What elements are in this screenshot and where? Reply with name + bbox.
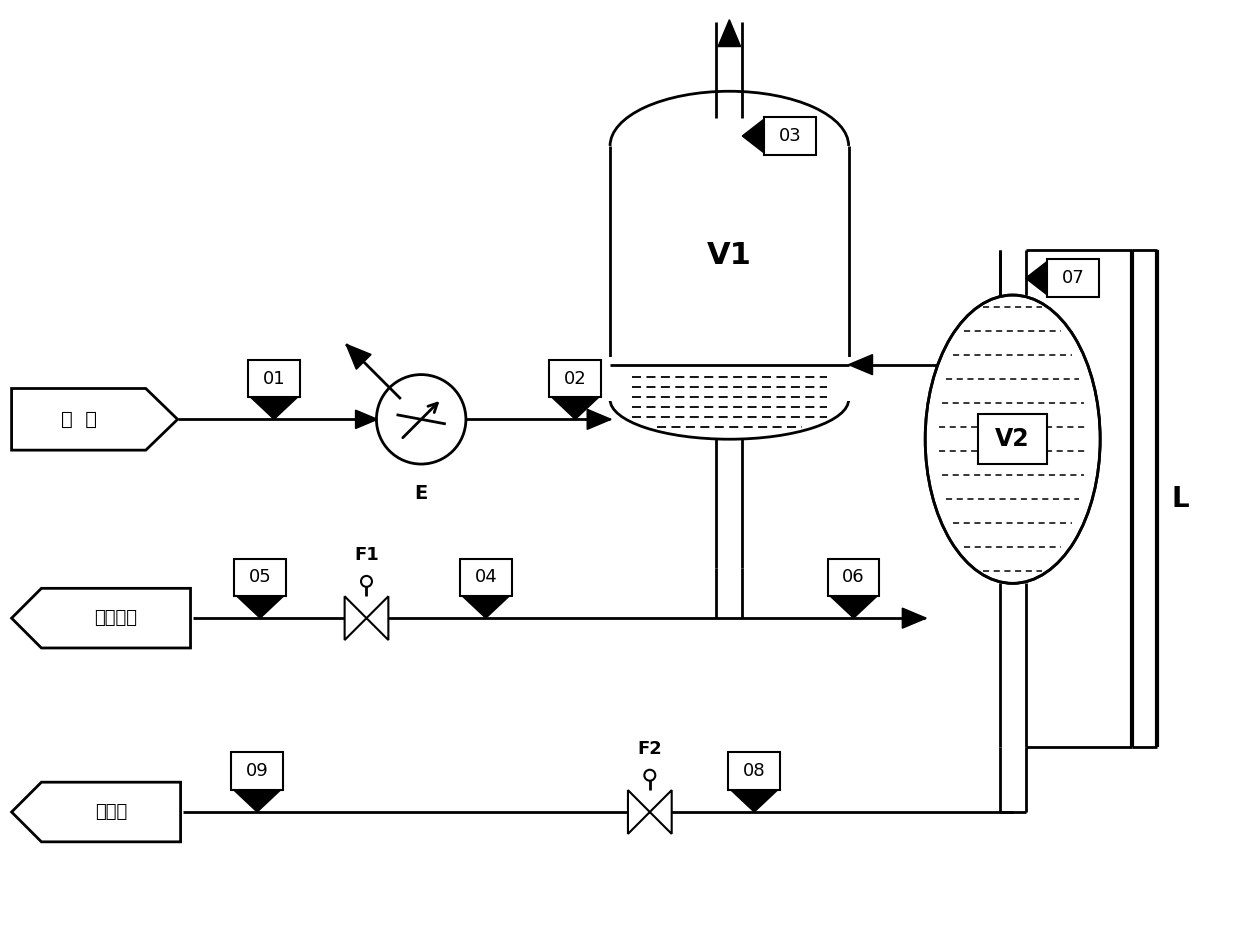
Polygon shape (356, 410, 377, 429)
Text: 05: 05 (249, 568, 272, 586)
Polygon shape (848, 355, 873, 375)
Polygon shape (463, 596, 510, 618)
Text: E: E (414, 484, 428, 503)
Text: 煤  气: 煤 气 (61, 410, 97, 429)
Bar (978, 415, 1048, 464)
Polygon shape (730, 791, 777, 812)
Polygon shape (11, 588, 191, 648)
Text: 01: 01 (263, 369, 285, 387)
Ellipse shape (610, 360, 848, 439)
Text: V2: V2 (996, 427, 1030, 451)
Polygon shape (1025, 261, 1048, 295)
Polygon shape (11, 388, 177, 450)
Ellipse shape (925, 295, 1100, 584)
Circle shape (645, 770, 655, 781)
Polygon shape (552, 398, 599, 419)
Bar (248, 360, 300, 398)
Text: V1: V1 (707, 241, 751, 270)
Text: 06: 06 (842, 568, 866, 586)
Polygon shape (237, 596, 284, 618)
Polygon shape (650, 791, 672, 834)
Bar (605, 357, 853, 401)
Text: F1: F1 (355, 547, 379, 565)
Bar (828, 559, 879, 596)
Text: 09: 09 (246, 762, 269, 780)
Text: 07: 07 (1061, 270, 1085, 288)
Text: 08: 08 (743, 762, 765, 780)
Polygon shape (903, 608, 926, 628)
Text: 02: 02 (564, 369, 587, 387)
Polygon shape (250, 398, 298, 419)
Text: 03: 03 (779, 127, 801, 145)
Polygon shape (346, 344, 371, 369)
Polygon shape (831, 596, 877, 618)
Bar (460, 559, 512, 596)
Bar (549, 360, 601, 398)
Text: 04: 04 (475, 568, 497, 586)
Polygon shape (743, 119, 764, 153)
Circle shape (361, 576, 372, 586)
Polygon shape (234, 791, 280, 812)
Text: F2: F2 (637, 740, 662, 758)
Polygon shape (11, 782, 181, 842)
Polygon shape (588, 409, 611, 429)
Bar (234, 559, 286, 596)
Bar (232, 753, 283, 791)
Polygon shape (718, 20, 740, 47)
Text: 工艺凝液: 工艺凝液 (94, 609, 138, 627)
Bar (764, 117, 816, 155)
Bar (1048, 259, 1099, 297)
Polygon shape (627, 791, 650, 834)
Text: L: L (1172, 485, 1189, 512)
Bar (728, 753, 780, 791)
Circle shape (377, 375, 466, 464)
Polygon shape (367, 596, 388, 640)
Text: 液体汞: 液体汞 (95, 803, 128, 821)
Polygon shape (345, 596, 367, 640)
